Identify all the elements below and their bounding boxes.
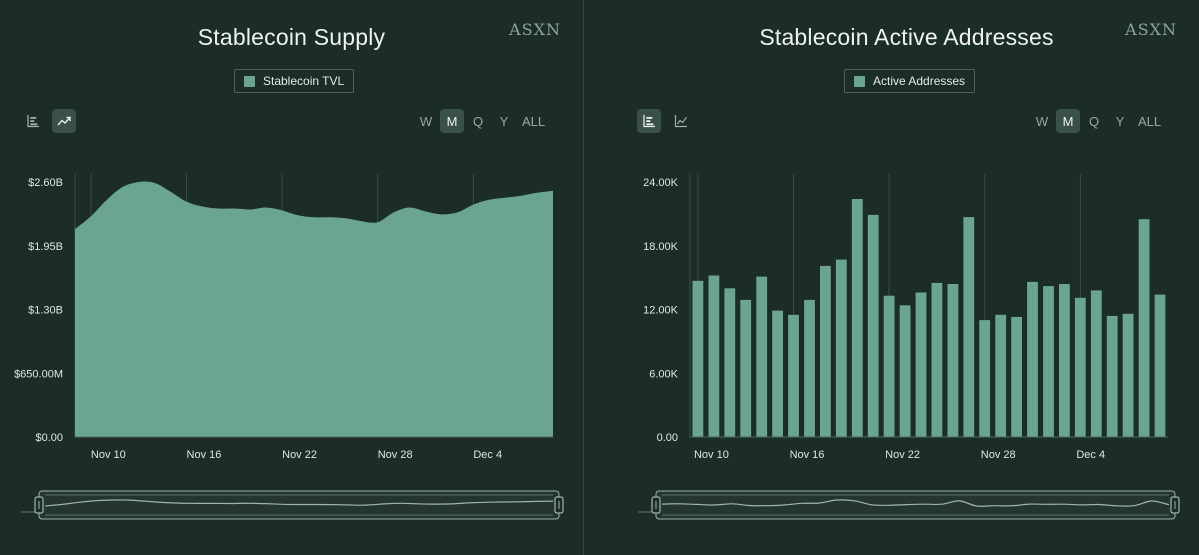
panel-divider <box>583 0 584 555</box>
range-button-all[interactable]: ALL <box>1138 113 1162 129</box>
bar-chart-active-addresses: 0.00 6.00K 12.00K 18.00K 24.00K Nov 10 Nov 16 N… <box>638 174 1180 520</box>
legend-item-stablecoin-tvl[interactable]: Stablecoin TVL <box>234 69 355 93</box>
y-tick-label: 12.00K <box>643 305 679 317</box>
legend-label: Stablecoin TVL <box>263 74 345 88</box>
bar <box>883 295 895 437</box>
bar <box>1090 290 1102 437</box>
bar <box>931 282 943 437</box>
bar <box>979 320 991 437</box>
range-button-all[interactable]: ALL <box>522 113 546 129</box>
range-button-w[interactable]: W <box>1035 113 1049 129</box>
y-tick-label: $0.00 <box>35 432 63 444</box>
bar <box>772 310 783 437</box>
range-selector: W M Q Y ALL <box>414 109 549 133</box>
x-tick-label: Dec 4 <box>1076 449 1105 461</box>
bar <box>1059 284 1070 437</box>
bar <box>995 314 1007 437</box>
x-tick-label: Nov 16 <box>187 449 222 461</box>
bar <box>851 199 863 437</box>
bar <box>804 299 815 437</box>
chart-panel-stablecoin-supply: Stablecoin Supply ASXN Stablecoin TVL W … <box>0 0 583 555</box>
x-tick-label: Nov 22 <box>885 449 920 461</box>
bar <box>692 280 704 437</box>
bar-chart-toggle-button[interactable] <box>21 109 45 133</box>
line-chart-icon <box>674 115 687 128</box>
x-tick-label: Nov 28 <box>378 449 413 461</box>
range-button-y[interactable]: Y <box>499 113 509 129</box>
bar <box>708 275 720 437</box>
bar <box>820 265 831 437</box>
bar <box>1043 286 1054 437</box>
bar <box>1138 219 1150 437</box>
bar <box>724 288 736 438</box>
chart-title: Stablecoin Supply <box>197 24 386 50</box>
bar <box>835 259 847 437</box>
range-button-m[interactable]: M <box>1056 109 1080 133</box>
y-tick-label: $1.30B <box>28 305 63 317</box>
y-tick-label: 6.00K <box>649 368 678 380</box>
range-selector: W M Q Y ALL <box>1030 109 1165 133</box>
y-tick-label: $650.00M <box>14 368 63 380</box>
y-tick-label: 24.00K <box>643 177 679 189</box>
bar <box>1011 316 1022 437</box>
bar <box>947 284 959 437</box>
legend-swatch <box>244 75 255 87</box>
bar <box>1106 315 1118 437</box>
area-series-stablecoin-tvl <box>75 181 553 437</box>
y-tick-label: 18.00K <box>643 241 679 253</box>
x-tick-label: Nov 16 <box>790 449 825 461</box>
x-tick-label: Nov 10 <box>91 449 126 461</box>
bar-chart-icon <box>643 115 655 128</box>
line-chart-toggle-button[interactable] <box>52 109 76 133</box>
brand-logo: ASXN <box>1125 20 1177 39</box>
brand-logo: ASXN <box>509 20 561 39</box>
bar <box>915 292 927 437</box>
bar <box>740 299 752 437</box>
x-tick-label: Nov 10 <box>694 449 729 461</box>
navigator-series-line <box>44 499 554 507</box>
bar <box>1027 281 1038 437</box>
legend-item-active-addresses[interactable]: Active Addresses <box>844 69 976 93</box>
bar <box>963 217 975 437</box>
bar <box>867 214 879 437</box>
range-button-m[interactable]: M <box>440 109 464 133</box>
y-tick-label: 0.00 <box>657 432 678 444</box>
range-button-w[interactable]: W <box>419 113 433 129</box>
bar <box>1154 294 1166 437</box>
legend-label: Active Addresses <box>873 74 966 88</box>
x-tick-label: Nov 22 <box>282 449 317 461</box>
navigator-series-line <box>661 499 1170 507</box>
chart-panel-active-addresses: Stablecoin Active Addresses ASXN Active … <box>614 0 1199 555</box>
bar <box>788 314 799 437</box>
range-button-y[interactable]: Y <box>1115 113 1125 129</box>
y-tick-label: $2.60B <box>28 177 63 189</box>
bar <box>756 276 768 437</box>
bar <box>899 305 911 438</box>
legend-swatch <box>854 75 865 87</box>
bar <box>1122 313 1134 438</box>
x-tick-label: Dec 4 <box>473 449 502 461</box>
bar-chart-toggle-button[interactable] <box>637 109 661 133</box>
chart-title: Stablecoin Active Addresses <box>759 24 1054 50</box>
x-tick-label: Nov 28 <box>981 449 1016 461</box>
area-chart-stablecoin-supply: $0.00 $650.00M $1.30B $1.95B $2.60B Nov 10 Nov… <box>14 174 564 520</box>
line-chart-toggle-button[interactable] <box>669 109 693 133</box>
range-button-q[interactable]: Q <box>1088 113 1100 129</box>
y-tick-label: $1.95B <box>28 241 63 253</box>
range-button-q[interactable]: Q <box>472 113 484 129</box>
bar-chart-icon <box>27 115 39 128</box>
bar <box>1074 297 1086 437</box>
trend-line-icon <box>57 116 71 126</box>
